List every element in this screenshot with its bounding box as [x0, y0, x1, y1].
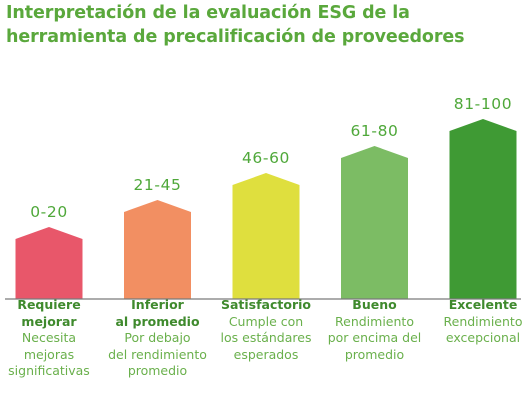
- category-description-line: significativas: [8, 363, 90, 378]
- category-label-1: Requiere mejorar Necesita mejoras significat…: [0, 297, 101, 380]
- category-description-line: Necesita: [21, 330, 77, 345]
- category-description-line: por encima del: [327, 330, 422, 345]
- bar-3: [232, 173, 300, 299]
- category-description-line: los estándares: [220, 330, 312, 345]
- bar-1: [15, 227, 83, 299]
- category-description-line: promedio: [344, 346, 405, 362]
- category-name-line: Excelente: [448, 297, 518, 312]
- category-name-line: Requiere: [17, 297, 81, 312]
- category-label-5: Excelente Rendimiento excepcional: [431, 297, 526, 347]
- category-label-4: Bueno Rendimiento por encima del promedio: [323, 297, 427, 363]
- category-name-line: Bueno: [352, 297, 397, 312]
- category-description-line: excepcional: [445, 330, 521, 345]
- category-description-line: Rendimiento: [443, 313, 523, 329]
- range-label-2: 21-45: [133, 176, 181, 194]
- range-label-5: 81-100: [454, 95, 513, 113]
- category-name-line: Inferior: [131, 297, 184, 312]
- bar-4: [341, 146, 408, 299]
- range-label-4: 61-80: [350, 122, 398, 140]
- category-description-line: promedio: [127, 363, 188, 378]
- category-description-line: esperados: [233, 346, 299, 362]
- category-description-line: Rendimiento: [335, 313, 414, 329]
- category-description-line: Por debajo: [124, 330, 191, 345]
- bar-5: [449, 119, 517, 299]
- category-name-line: Satisfactorio: [220, 297, 312, 312]
- range-label-3: 46-60: [242, 149, 290, 167]
- range-label-1: 0-20: [30, 203, 68, 221]
- category-name-line: al promedio: [115, 313, 200, 329]
- category-description-line: Cumple con: [228, 313, 304, 329]
- category-description-line: mejoras: [23, 346, 75, 362]
- category-description-line: del rendimiento: [108, 346, 207, 362]
- chart-title: Interpretación de la evaluación ESG de l…: [6, 3, 465, 47]
- range-labels-layer: 0-20 21-45 46-60 61-80 81-100: [30, 95, 513, 221]
- category-label-2: Inferior al promedio Por debajo del rendimi…: [106, 297, 210, 380]
- category-name-line: mejorar: [21, 313, 77, 329]
- bar-2: [124, 200, 191, 299]
- category-label-3: Satisfactorio Cumple con los estándares esp…: [214, 297, 318, 363]
- bars-layer: [15, 119, 517, 299]
